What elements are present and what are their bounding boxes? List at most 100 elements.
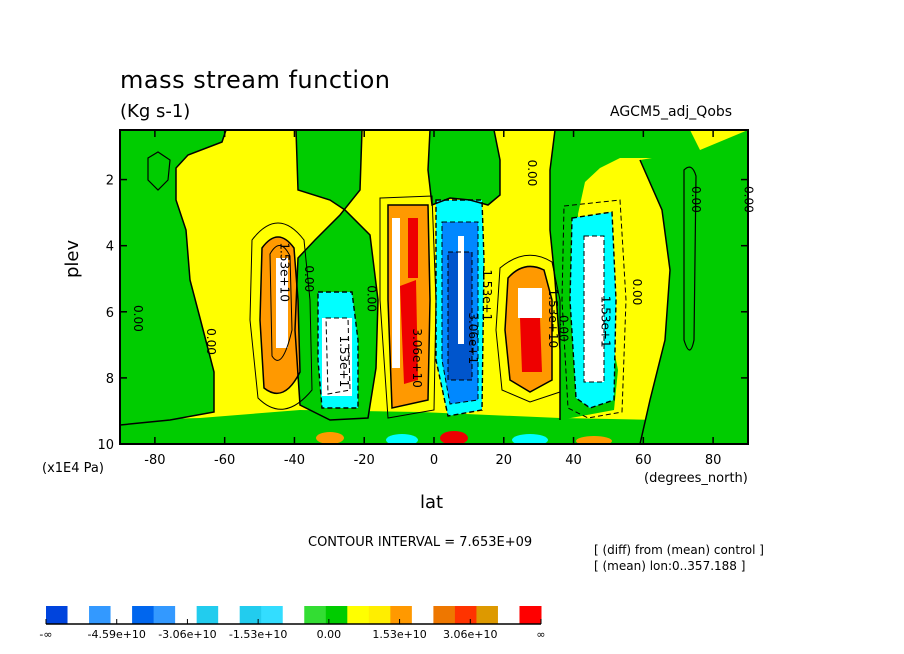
colorbar: -∞ -4.59e+10 -3.06e+10 -1.53e+10 0.00 1.53e+1… xyxy=(39,606,546,641)
colorbar-swatch xyxy=(519,606,542,624)
y-tick-label: 2 xyxy=(106,174,114,189)
contour-pos-sh-outer xyxy=(249,222,313,410)
colorbar-swatch xyxy=(325,606,348,624)
colorbar-swatch xyxy=(46,606,69,624)
colorbar-label: -∞ xyxy=(39,628,52,641)
contour-interval: CONTOUR INTERVAL = 7.653E+09 xyxy=(308,535,533,550)
chart-units: (Kg s-1) xyxy=(120,101,191,122)
contour-label: 0.00 xyxy=(557,315,571,342)
colorbar-swatch xyxy=(175,606,198,624)
x-axis-units: (degrees_north) xyxy=(644,471,748,486)
contour-lines-negative xyxy=(317,199,627,419)
colorbar-swatch xyxy=(89,606,112,624)
green-region-nh-east xyxy=(640,130,748,444)
colorbar-swatch xyxy=(411,606,434,624)
colorbar-swatch xyxy=(67,606,90,624)
white-core-nh xyxy=(518,288,542,318)
y-tick-label: 10 xyxy=(97,438,114,453)
colorbar-swatch xyxy=(132,606,155,624)
colorbar-label: 3.06e+10 xyxy=(443,628,497,641)
contour-pos-sh xyxy=(259,236,301,394)
colorbar-swatch xyxy=(454,606,477,624)
contour-pos-eq xyxy=(387,204,431,409)
colorbar-swatch xyxy=(433,606,456,624)
white-strip-eq-1 xyxy=(392,218,400,368)
red-core-nh xyxy=(520,318,542,372)
contour-label: 0.00 xyxy=(204,328,218,355)
contour-label: 0.00 xyxy=(131,305,145,332)
bottom-cell-3 xyxy=(440,431,468,444)
contour-pos-eq-outer xyxy=(379,195,437,419)
colorbar-swatch xyxy=(476,606,499,624)
colorbar-swatch xyxy=(282,606,305,624)
green-island-nw xyxy=(147,151,171,191)
contour-label: 1.53e+10 xyxy=(277,242,291,301)
contour-label: 1.53e+10 xyxy=(546,289,560,348)
contour-zero-sh xyxy=(120,130,227,426)
contour-label: 0.00 xyxy=(302,265,316,292)
contour-label: 3.06e+10 xyxy=(410,328,424,387)
y-tick-label: 6 xyxy=(106,306,114,321)
x-tick-label: -40 xyxy=(284,453,305,468)
colorbar-label: 0.00 xyxy=(317,628,342,641)
contour-neg-eq-core xyxy=(447,251,473,381)
colorbar-swatch xyxy=(218,606,241,624)
colorbar-swatch xyxy=(153,606,176,624)
contour-pos-nh xyxy=(504,265,553,393)
colorbar-label: ∞ xyxy=(536,628,545,641)
mean-note: [ (mean) lon:0..357.188 ] xyxy=(594,559,746,573)
red-strip-eq xyxy=(408,218,418,278)
contour-neg-eq xyxy=(435,199,485,417)
contour-label: 0.00 xyxy=(365,285,379,312)
contour-neg-sh xyxy=(317,291,359,409)
white-core-sh xyxy=(276,258,288,348)
y-tick-label: 4 xyxy=(106,240,114,255)
bottom-cell-2 xyxy=(386,434,418,444)
colorbar-label: -1.53e+10 xyxy=(229,628,287,641)
white-strip-eq-2 xyxy=(458,236,464,344)
contour-pos-sh-inner xyxy=(269,245,293,361)
x-tick-label: 80 xyxy=(705,453,722,468)
white-core-nh-cyan xyxy=(584,236,604,382)
contour-label: 0.00 xyxy=(689,186,703,213)
contour-labels: 0.000.001.53e+10 0.001.53e+10.003.06e+10 3… xyxy=(131,160,756,388)
bottom-cell-4 xyxy=(512,434,548,444)
colorbar-swatch xyxy=(497,606,520,624)
contour-zero-island xyxy=(683,166,697,351)
contour-neg-nh-outer xyxy=(561,199,627,419)
green-region-bottom xyxy=(120,410,748,444)
x-axis-ticks: -80 -60 -40 -20 0 20 40 60 80 xyxy=(144,130,721,468)
x-tick-label: -80 xyxy=(144,453,165,468)
colorbar-swatch xyxy=(368,606,391,624)
x-tick-label: -60 xyxy=(214,453,235,468)
colorbar-label: 1.53e+10 xyxy=(372,628,426,641)
contour-label: 1.53e+1 xyxy=(598,296,612,348)
y-tick-label: 8 xyxy=(106,372,114,387)
colorbar-swatch xyxy=(390,606,413,624)
run-name: AGCM5_adj_Qobs xyxy=(610,104,733,120)
contour-neg-eq-inner xyxy=(441,221,479,405)
contour-label: 0.00 xyxy=(630,279,644,306)
x-axis-label: lat xyxy=(420,492,444,513)
contour-lines xyxy=(120,130,697,444)
colorbar-swatch xyxy=(110,606,133,624)
colorbar-label: -3.06e+10 xyxy=(158,628,216,641)
contour-neg-nh-inner xyxy=(583,235,605,383)
x-tick-label: 40 xyxy=(565,453,582,468)
colorbar-swatch xyxy=(261,606,284,624)
green-region-sh xyxy=(120,130,226,425)
colorbar-swatch xyxy=(347,606,370,624)
diff-note: [ (diff) from (mean) control ] xyxy=(594,543,764,557)
red-core-eq xyxy=(400,280,418,384)
colorbar-swatch xyxy=(196,606,219,624)
contour-label: 1.53e+1 xyxy=(480,269,494,321)
x-tick-label: 60 xyxy=(635,453,652,468)
colorbar-swatch xyxy=(239,606,262,624)
x-tick-label: -20 xyxy=(354,453,375,468)
chart-title: mass stream function xyxy=(120,66,391,94)
contour-label: 1.53e+1 xyxy=(337,335,351,387)
contour-label: 0.00 xyxy=(742,186,756,213)
x-tick-label: 0 xyxy=(430,453,438,468)
bottom-cell-5 xyxy=(576,436,612,444)
